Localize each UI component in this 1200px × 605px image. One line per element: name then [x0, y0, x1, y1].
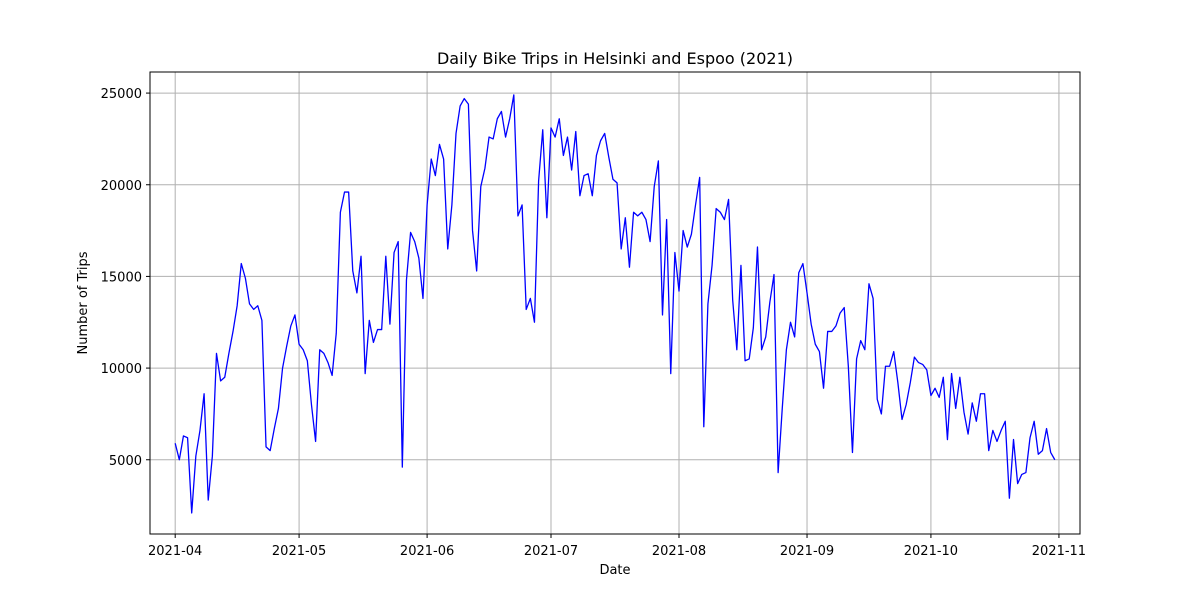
- x-tick-label: 2021-10: [904, 544, 958, 559]
- plot-frame: [149, 71, 1081, 535]
- y-tick-label: 20000: [101, 179, 142, 194]
- x-tick-label: 2021-11: [1032, 544, 1086, 559]
- series-line: [174, 94, 1056, 514]
- y-tick-label: 15000: [101, 270, 142, 285]
- y-axis: 5000 10000 15000 20000 25000: [101, 87, 150, 469]
- y-tick-label: 25000: [101, 87, 142, 102]
- x-tick-label: 2021-09: [780, 544, 834, 559]
- x-tick-label: 2021-05: [272, 544, 326, 559]
- y-tick-label: 5000: [109, 454, 142, 469]
- x-tick-label: 2021-07: [524, 544, 578, 559]
- series-layer: [174, 94, 1056, 514]
- chart-title: Daily Bike Trips in Helsinki and Espoo (…: [437, 49, 793, 68]
- y-axis-title: Number of Trips: [76, 251, 91, 354]
- x-axis: 2021-04 2021-05 2021-06 2021-07 2021-08 2021-…: [148, 534, 1086, 559]
- y-tick-label: 10000: [101, 362, 142, 377]
- x-tick-label: 2021-06: [400, 544, 454, 559]
- x-axis-title: Date: [599, 563, 630, 578]
- x-tick-label: 2021-08: [652, 544, 706, 559]
- x-tick-label: 2021-04: [148, 544, 202, 559]
